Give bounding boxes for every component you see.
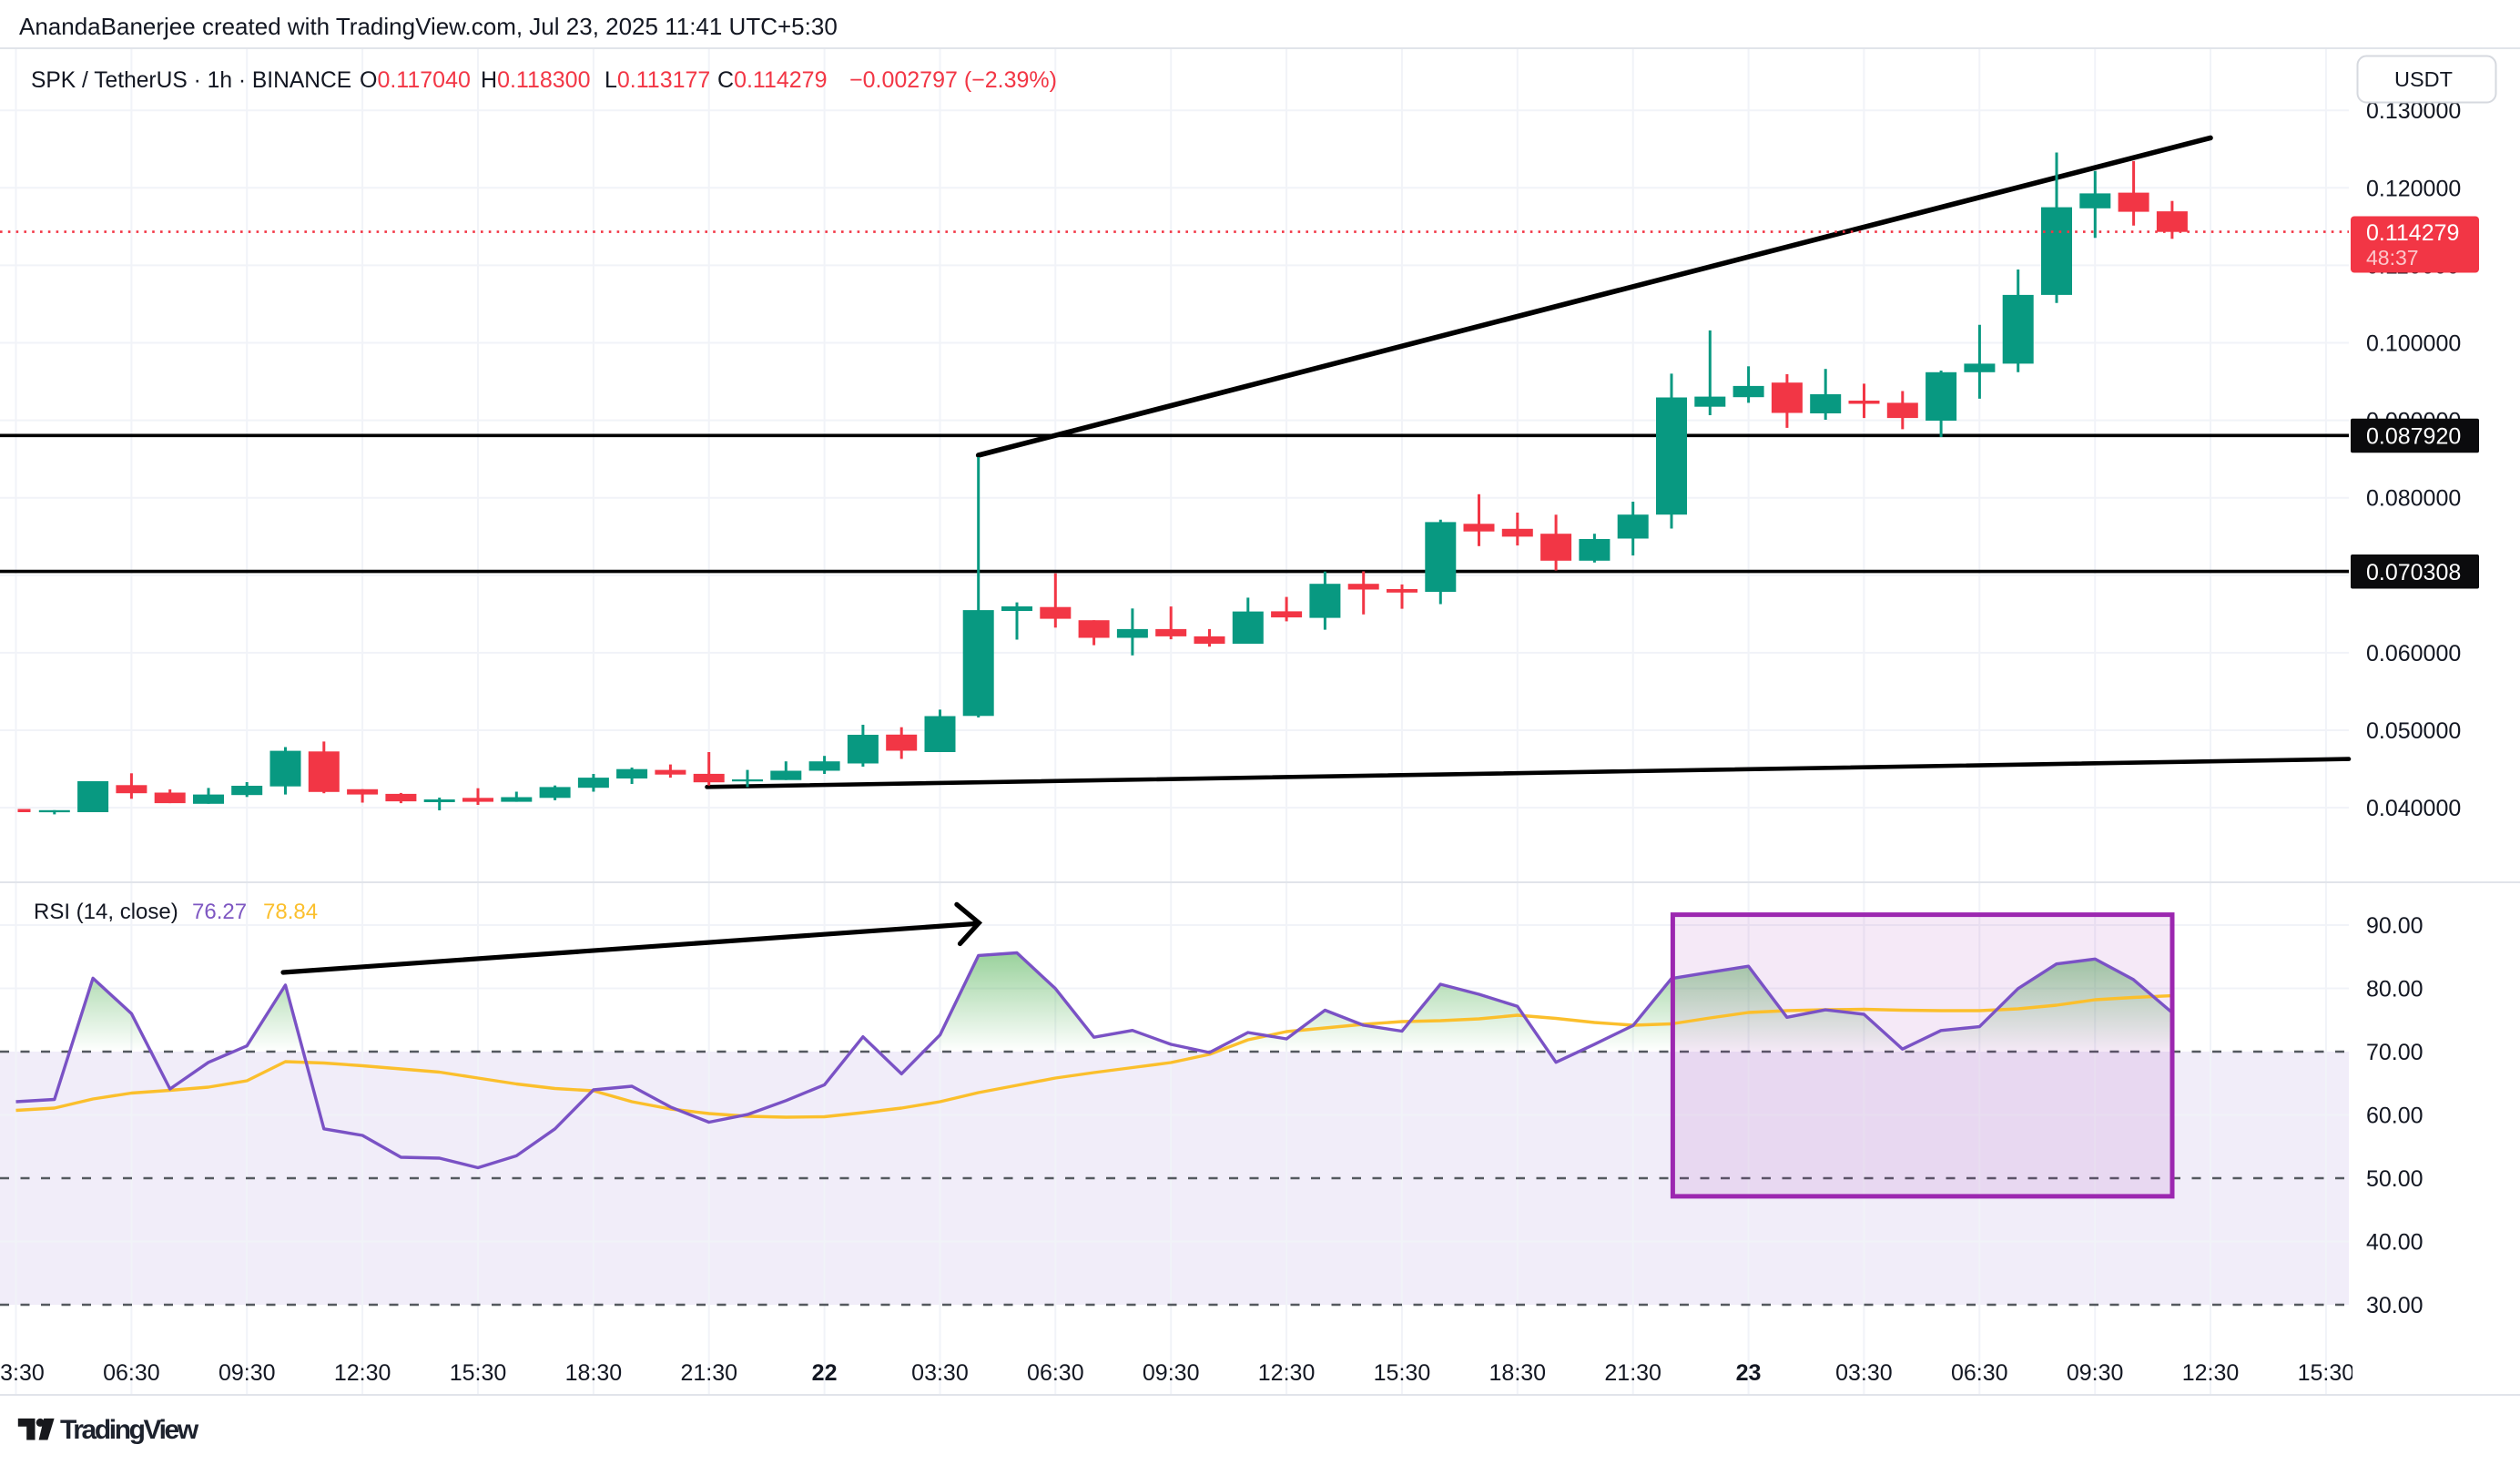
svg-text:H0.118300: H0.118300	[481, 67, 590, 93]
svg-text:C0.114279: C0.114279	[717, 67, 827, 93]
svg-text:−0.002797 (−2.39%): −0.002797 (−2.39%)	[849, 67, 1057, 93]
svg-text:0.120000: 0.120000	[2366, 176, 2461, 201]
svg-text:12:30: 12:30	[2182, 1360, 2240, 1386]
svg-text:0.070308: 0.070308	[2366, 560, 2461, 585]
svg-text:12:30: 12:30	[334, 1360, 391, 1386]
svg-text:0.100000: 0.100000	[2366, 331, 2461, 357]
svg-text:76.27: 76.27	[192, 900, 247, 924]
svg-text:0.080000: 0.080000	[2366, 486, 2461, 512]
svg-text:03:30: 03:30	[0, 1360, 45, 1386]
svg-text:22: 22	[812, 1360, 838, 1386]
svg-text:06:30: 06:30	[1951, 1360, 2008, 1386]
svg-text:0.114279: 0.114279	[2366, 220, 2459, 246]
svg-text:03:30: 03:30	[1835, 1360, 1893, 1386]
svg-text:18:30: 18:30	[565, 1360, 623, 1386]
svg-text:30.00: 30.00	[2366, 1293, 2423, 1318]
svg-text:12:30: 12:30	[1258, 1360, 1316, 1386]
svg-text:15:30: 15:30	[1374, 1360, 1431, 1386]
svg-text:90.00: 90.00	[2366, 913, 2423, 939]
svg-text:USDT: USDT	[2394, 67, 2453, 91]
svg-text:RSI (14, close): RSI (14, close)	[34, 900, 178, 924]
svg-text:48:37: 48:37	[2366, 246, 2419, 270]
svg-text:60.00: 60.00	[2366, 1104, 2423, 1129]
svg-text:0.087920: 0.087920	[2366, 424, 2461, 450]
svg-text:0.050000: 0.050000	[2366, 718, 2461, 744]
svg-text:78.84: 78.84	[263, 900, 318, 924]
svg-text:40.00: 40.00	[2366, 1230, 2423, 1256]
svg-text:09:30: 09:30	[2067, 1360, 2124, 1386]
svg-text:23: 23	[1736, 1360, 1762, 1386]
svg-text:09:30: 09:30	[1143, 1360, 1200, 1386]
svg-text:03:30: 03:30	[911, 1360, 969, 1386]
svg-text:06:30: 06:30	[1027, 1360, 1084, 1386]
svg-text:AnandaBanerjee created with Tr: AnandaBanerjee created with TradingView.…	[19, 13, 838, 40]
svg-text:L0.113177: L0.113177	[605, 67, 710, 93]
svg-text:15:30: 15:30	[2298, 1360, 2355, 1386]
svg-text:09:30: 09:30	[218, 1360, 276, 1386]
svg-text:21:30: 21:30	[680, 1360, 737, 1386]
svg-text:15:30: 15:30	[450, 1360, 507, 1386]
svg-text:70.00: 70.00	[2366, 1040, 2423, 1065]
svg-text:18:30: 18:30	[1489, 1360, 1547, 1386]
svg-text:SPK / TetherUS · 1h · BINANCE: SPK / TetherUS · 1h · BINANCE	[31, 68, 351, 93]
svg-text:0.060000: 0.060000	[2366, 641, 2461, 666]
svg-text:06:30: 06:30	[103, 1360, 160, 1386]
svg-text:0.040000: 0.040000	[2366, 796, 2461, 821]
svg-text:TradingView: TradingView	[60, 1415, 199, 1445]
svg-text:O0.117040: O0.117040	[360, 67, 471, 93]
svg-text:21:30: 21:30	[1604, 1360, 1661, 1386]
svg-text:80.00: 80.00	[2366, 977, 2423, 1002]
svg-text:50.00: 50.00	[2366, 1166, 2423, 1192]
